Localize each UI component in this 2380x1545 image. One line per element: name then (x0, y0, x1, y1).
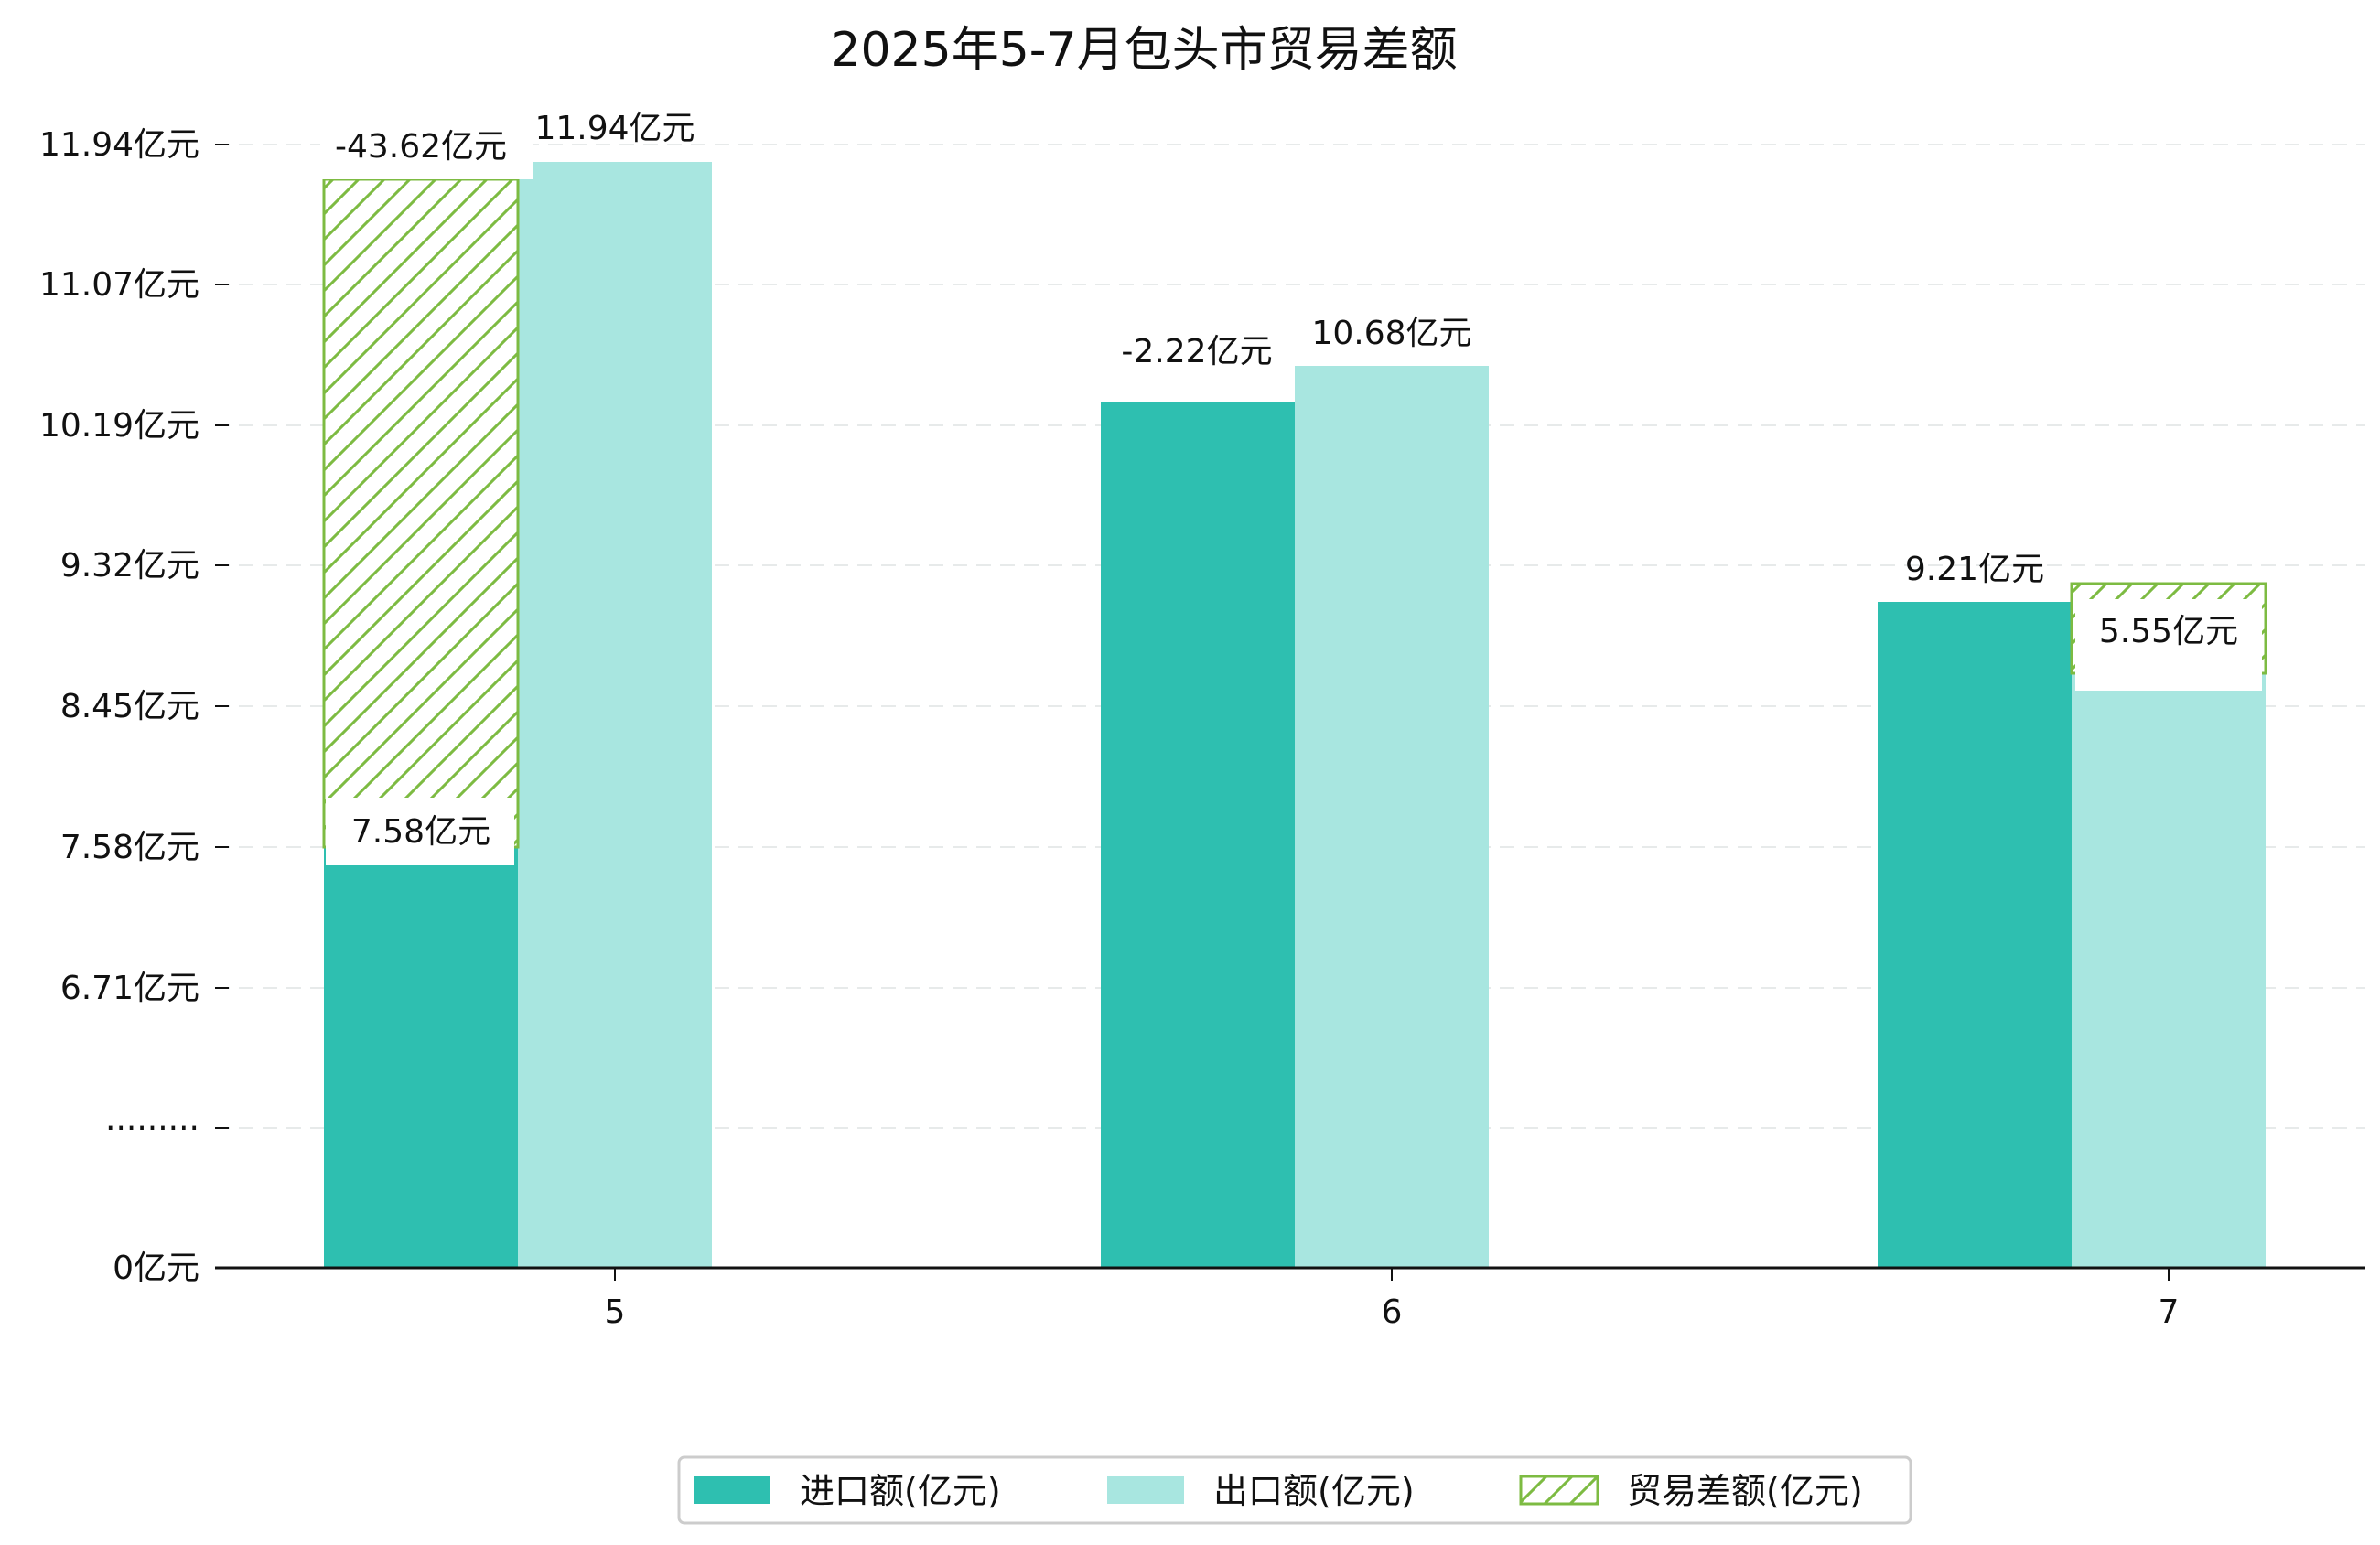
x-tick-label-6: 6 (1382, 1293, 1403, 1331)
y-tick-label-0: 0亿元 (113, 1250, 199, 1287)
chart-title: 2025年5-7月包头市贸易差额 (830, 23, 1457, 78)
y-tick-label-axis-break: ········· (105, 1110, 199, 1147)
legend-swatch-import (694, 1476, 770, 1504)
label-export-5: 11.94亿元 (534, 110, 695, 147)
y-axis: 0亿元 ········· 6.71亿元 7.58亿元 8.45亿元 9.32亿… (39, 126, 229, 1287)
x-axis: 5 6 7 (215, 1266, 2365, 1331)
y-tick-label-10-19: 10.19亿元 (39, 407, 199, 445)
label-export-6: 10.68亿元 (1311, 315, 1471, 352)
bars (322, 162, 2267, 1268)
bar-export-6 (1295, 366, 1489, 1268)
legend-label-import: 进口额(亿元) (800, 1471, 1001, 1511)
label-bg-import-5 (326, 798, 514, 865)
bar-export-5 (518, 162, 712, 1268)
legend-label-balance: 贸易差额(亿元) (1627, 1471, 1863, 1511)
data-labels: -43.62亿元 11.94亿元 7.58亿元 -2.22亿元 10.68亿元 … (320, 110, 2262, 865)
label-bg-balance-7 (2075, 599, 2262, 691)
label-import-5: 7.58亿元 (351, 813, 490, 851)
label-import-7: 9.21亿元 (1905, 551, 2044, 588)
label-bg-balance-5 (320, 121, 533, 179)
legend-label-export: 出口额(亿元) (1213, 1471, 1415, 1511)
label-balance-7: 5.55亿元 (2099, 613, 2238, 650)
label-balance-6: -2.22亿元 (1121, 333, 1272, 370)
y-tick-label-7-58: 7.58亿元 (60, 829, 199, 866)
x-tick-label-7: 7 (2159, 1293, 2180, 1331)
y-tick-label-11-94: 11.94亿元 (39, 126, 199, 164)
bar-import-5 (324, 847, 518, 1268)
y-tick-label-9-32: 9.32亿元 (60, 547, 199, 585)
y-tick-label-11-07: 11.07亿元 (39, 266, 199, 304)
x-tick-label-5: 5 (605, 1293, 626, 1331)
y-tick-label-6-71: 6.71亿元 (60, 970, 199, 1007)
label-balance-5: -43.62亿元 (335, 128, 507, 166)
y-tick-label-8-45: 8.45亿元 (60, 688, 199, 725)
bar-export-7 (2072, 645, 2266, 1268)
bar-import-6 (1101, 402, 1295, 1268)
legend-swatch-balance (1519, 1475, 1599, 1506)
legend-box (677, 1455, 1912, 1525)
bar-import-7 (1878, 602, 2072, 1268)
bar-balance-5 (322, 177, 520, 849)
legend-swatch-export (1107, 1476, 1184, 1504)
legend: 进口额(亿元) 出口额(亿元) 贸易差额(亿元) (677, 1455, 1912, 1525)
